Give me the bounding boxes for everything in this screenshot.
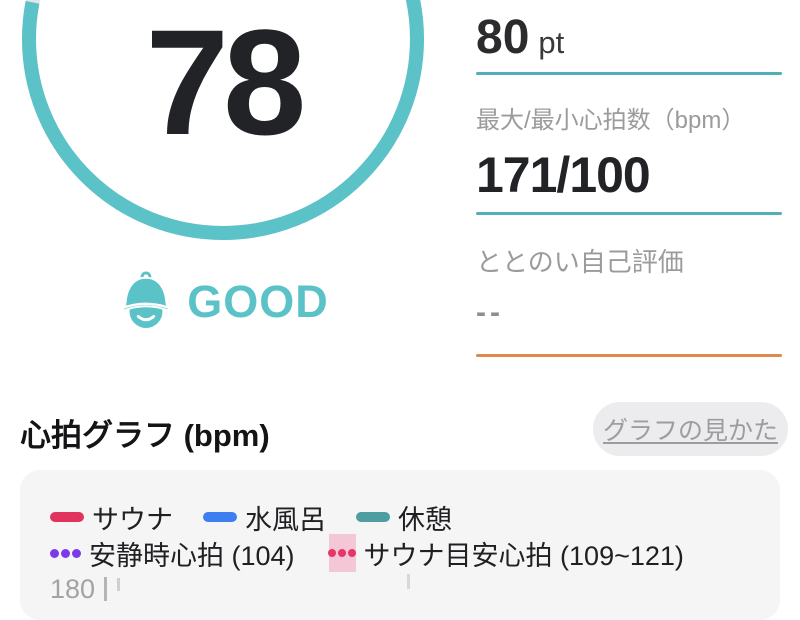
stats-column: 80 pt 最大/最小心拍数（bpm） 171/100 ととのい自己評価 -- (476, 0, 782, 600)
rest-line-swatch-icon (356, 512, 390, 522)
heart-rate-label: 最大/最小心拍数（bpm） (476, 107, 746, 134)
legend-label-resting-hr: 安静時心拍 (104) (89, 540, 295, 571)
divider-teal-1 (476, 72, 782, 75)
chart-legend-row-2: 安静時心拍 (104) サウナ目安心拍 (109~121) (50, 532, 684, 574)
rating-label: GOOD (187, 275, 329, 327)
self-rating-label: ととのい自己評価 (476, 247, 684, 277)
points-value: 80 (476, 11, 530, 64)
sauna-hat-face-icon (117, 268, 175, 335)
legend-item-target-hr: サウナ目安心拍 (109~121) (328, 534, 684, 573)
score-ring (22, 0, 424, 240)
gridline-dash-1 (117, 578, 120, 591)
rating-row: GOOD (0, 266, 446, 336)
heart-rate-chart-panel: サウナ 水風呂 休憩 安静時心拍 (104) サウナ目安心拍 (109~121)… (20, 470, 780, 620)
target-hr-dots-icon (328, 549, 357, 557)
legend-item-coldbath: 水風呂 (203, 498, 326, 537)
points-row: 80 pt (476, 14, 564, 62)
score-ring-progress (22, 0, 424, 240)
sauna-line-swatch-icon (50, 512, 84, 522)
heart-rate-value: 171/100 (476, 147, 651, 203)
y-axis-tick-180: 180 (50, 574, 96, 604)
legend-item-rest: 休憩 (356, 498, 452, 537)
target-hr-band-swatch-icon (328, 534, 357, 572)
divider-orange (476, 354, 782, 357)
divider-teal-2 (476, 212, 782, 215)
legend-label-target-hr: サウナ目安心拍 (109~121) (363, 540, 684, 571)
self-rating-value: -- (476, 296, 504, 329)
points-unit: pt (538, 25, 565, 60)
legend-item-resting-hr: 安静時心拍 (104) (50, 534, 295, 573)
graph-help-button-label: グラフの見かた (602, 417, 778, 445)
chart-section-title: 心拍グラフ (bpm) (20, 418, 270, 453)
legend-label-coldbath: 水風呂 (245, 504, 326, 535)
y-axis-line (104, 577, 107, 601)
legend-label-rest: 休憩 (398, 504, 452, 535)
legend-label-sauna: サウナ (92, 504, 173, 535)
gridline-dash-2 (407, 574, 410, 589)
resting-hr-dots-icon (50, 548, 81, 558)
totonoi-score: 78 (145, 0, 307, 166)
legend-item-sauna: サウナ (50, 498, 173, 537)
graph-help-button[interactable]: グラフの見かた (593, 402, 788, 456)
coldbath-line-swatch-icon (203, 512, 237, 522)
chart-legend-row-1: サウナ 水風呂 休憩 (50, 503, 452, 535)
